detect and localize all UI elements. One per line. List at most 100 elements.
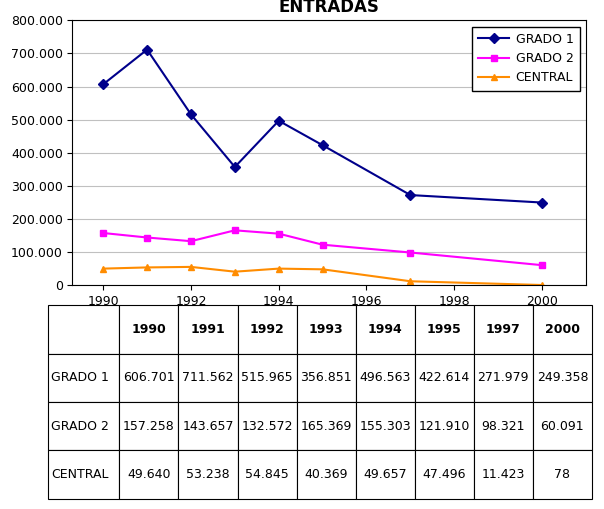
FancyBboxPatch shape bbox=[237, 450, 297, 499]
Text: 271.979: 271.979 bbox=[478, 372, 529, 384]
Text: 40.369: 40.369 bbox=[304, 468, 348, 481]
FancyBboxPatch shape bbox=[415, 354, 474, 402]
Text: 54.845: 54.845 bbox=[245, 468, 289, 481]
FancyBboxPatch shape bbox=[356, 354, 415, 402]
CENTRAL bbox=[319, 266, 326, 272]
FancyBboxPatch shape bbox=[48, 450, 120, 499]
Text: 143.657: 143.657 bbox=[182, 420, 234, 433]
GRADO 1 bbox=[231, 164, 239, 170]
FancyBboxPatch shape bbox=[120, 450, 178, 499]
FancyBboxPatch shape bbox=[533, 402, 592, 450]
Text: GRADO 2: GRADO 2 bbox=[51, 420, 109, 433]
GRADO 1 bbox=[406, 192, 414, 198]
FancyBboxPatch shape bbox=[474, 354, 533, 402]
Text: 98.321: 98.321 bbox=[481, 420, 525, 433]
Legend: GRADO 1, GRADO 2, CENTRAL: GRADO 1, GRADO 2, CENTRAL bbox=[472, 26, 580, 91]
GRADO 1 bbox=[538, 200, 545, 206]
FancyBboxPatch shape bbox=[356, 402, 415, 450]
FancyBboxPatch shape bbox=[356, 305, 415, 354]
Text: 121.910: 121.910 bbox=[419, 420, 470, 433]
FancyBboxPatch shape bbox=[474, 305, 533, 354]
Text: 157.258: 157.258 bbox=[123, 420, 175, 433]
Text: 49.657: 49.657 bbox=[364, 468, 407, 481]
Text: 1991: 1991 bbox=[191, 323, 225, 336]
GRADO 1 bbox=[275, 118, 282, 124]
GRADO 2 bbox=[231, 228, 239, 234]
Line: GRADO 1: GRADO 1 bbox=[100, 46, 545, 206]
FancyBboxPatch shape bbox=[533, 305, 592, 354]
Line: GRADO 2: GRADO 2 bbox=[100, 227, 545, 269]
FancyBboxPatch shape bbox=[120, 402, 178, 450]
Text: 49.640: 49.640 bbox=[127, 468, 171, 481]
GRADO 2 bbox=[406, 249, 414, 256]
Text: 249.358: 249.358 bbox=[536, 372, 588, 384]
CENTRAL bbox=[538, 282, 545, 288]
FancyBboxPatch shape bbox=[474, 450, 533, 499]
FancyBboxPatch shape bbox=[297, 305, 356, 354]
Text: 1993: 1993 bbox=[309, 323, 344, 336]
Text: CENTRAL: CENTRAL bbox=[51, 468, 109, 481]
CENTRAL bbox=[231, 269, 239, 275]
Text: 1997: 1997 bbox=[486, 323, 521, 336]
Text: 78: 78 bbox=[554, 468, 570, 481]
GRADO 2 bbox=[187, 238, 194, 244]
FancyBboxPatch shape bbox=[415, 305, 474, 354]
GRADO 2 bbox=[319, 242, 326, 248]
FancyBboxPatch shape bbox=[178, 354, 237, 402]
FancyBboxPatch shape bbox=[237, 354, 297, 402]
CENTRAL bbox=[187, 264, 194, 270]
GRADO 2 bbox=[275, 231, 282, 237]
Text: 496.563: 496.563 bbox=[359, 372, 411, 384]
GRADO 2 bbox=[100, 230, 107, 236]
FancyBboxPatch shape bbox=[356, 450, 415, 499]
GRADO 1 bbox=[319, 142, 326, 148]
Text: 155.303: 155.303 bbox=[359, 420, 411, 433]
FancyBboxPatch shape bbox=[48, 305, 120, 354]
FancyBboxPatch shape bbox=[178, 402, 237, 450]
Text: 60.091: 60.091 bbox=[541, 420, 584, 433]
FancyBboxPatch shape bbox=[178, 450, 237, 499]
FancyBboxPatch shape bbox=[178, 305, 237, 354]
FancyBboxPatch shape bbox=[120, 305, 178, 354]
FancyBboxPatch shape bbox=[415, 450, 474, 499]
Text: 2000: 2000 bbox=[545, 323, 580, 336]
Text: 515.965: 515.965 bbox=[241, 372, 293, 384]
CENTRAL bbox=[406, 278, 414, 285]
GRADO 2 bbox=[144, 235, 151, 241]
FancyBboxPatch shape bbox=[297, 450, 356, 499]
FancyBboxPatch shape bbox=[415, 402, 474, 450]
Text: 53.238: 53.238 bbox=[186, 468, 230, 481]
Text: 11.423: 11.423 bbox=[481, 468, 525, 481]
Text: GRADO 1: GRADO 1 bbox=[51, 372, 109, 384]
FancyBboxPatch shape bbox=[237, 402, 297, 450]
FancyBboxPatch shape bbox=[533, 450, 592, 499]
Text: 1995: 1995 bbox=[427, 323, 461, 336]
Text: 606.701: 606.701 bbox=[123, 372, 175, 384]
Text: 422.614: 422.614 bbox=[419, 372, 470, 384]
CENTRAL bbox=[275, 266, 282, 272]
GRADO 1 bbox=[144, 46, 151, 52]
CENTRAL bbox=[144, 264, 151, 270]
FancyBboxPatch shape bbox=[48, 354, 120, 402]
FancyBboxPatch shape bbox=[474, 402, 533, 450]
FancyBboxPatch shape bbox=[237, 305, 297, 354]
Text: 1994: 1994 bbox=[368, 323, 403, 336]
Text: 132.572: 132.572 bbox=[242, 420, 293, 433]
Text: 1992: 1992 bbox=[249, 323, 284, 336]
FancyBboxPatch shape bbox=[533, 354, 592, 402]
Text: 47.496: 47.496 bbox=[423, 468, 466, 481]
Text: 356.851: 356.851 bbox=[300, 372, 352, 384]
Text: 165.369: 165.369 bbox=[300, 420, 352, 433]
FancyBboxPatch shape bbox=[48, 402, 120, 450]
Title: ENTRADAS: ENTRADAS bbox=[278, 0, 380, 16]
FancyBboxPatch shape bbox=[297, 354, 356, 402]
FancyBboxPatch shape bbox=[120, 354, 178, 402]
GRADO 1 bbox=[187, 111, 194, 118]
Text: 711.562: 711.562 bbox=[182, 372, 234, 384]
GRADO 2 bbox=[538, 262, 545, 268]
CENTRAL bbox=[100, 266, 107, 272]
Text: 1990: 1990 bbox=[132, 323, 166, 336]
GRADO 1 bbox=[100, 81, 107, 88]
FancyBboxPatch shape bbox=[297, 402, 356, 450]
Line: CENTRAL: CENTRAL bbox=[100, 264, 545, 289]
